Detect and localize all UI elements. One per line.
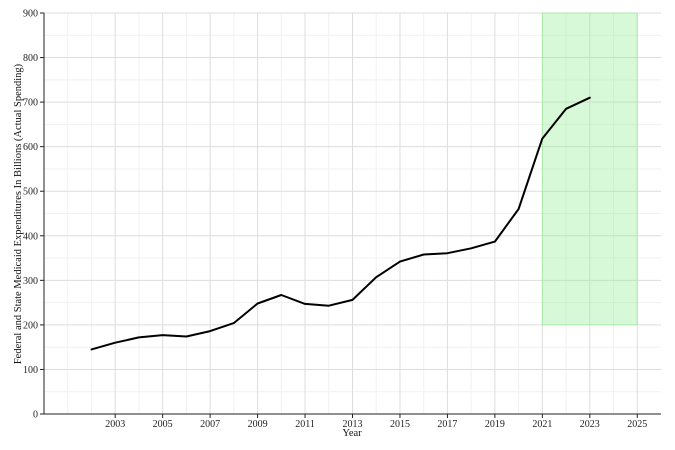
y-tick-label: 300 bbox=[23, 276, 38, 287]
y-tick-label: 400 bbox=[23, 231, 38, 242]
x-tick-label: 2025 bbox=[627, 419, 647, 430]
axes bbox=[40, 12, 661, 418]
x-tick-label: 2011 bbox=[295, 419, 315, 430]
y-tick-label: 800 bbox=[23, 53, 38, 64]
series-line bbox=[90, 96, 591, 351]
y-tick-label: 500 bbox=[23, 187, 38, 198]
series-layer bbox=[90, 96, 591, 351]
highlight-region bbox=[541, 12, 638, 326]
y-tick-label: 100 bbox=[23, 365, 38, 376]
y-axis-title: Federal and State Medicaid Expenditures … bbox=[13, 63, 24, 364]
y-tick-label: 0 bbox=[33, 410, 38, 421]
x-axis-title: Year bbox=[342, 428, 362, 439]
y-tick-label: 200 bbox=[23, 320, 38, 331]
x-tick-label: 2017 bbox=[437, 419, 457, 430]
y-tick-label: 700 bbox=[23, 98, 38, 109]
y-tick-label: 600 bbox=[23, 142, 38, 153]
y-tick-label: 900 bbox=[23, 9, 38, 20]
x-tick-label: 2007 bbox=[200, 419, 220, 430]
x-tick-label: 2023 bbox=[580, 419, 600, 430]
x-tick-label: 2005 bbox=[153, 419, 173, 430]
x-tick-label: 2021 bbox=[532, 419, 552, 430]
x-tick-label: 2003 bbox=[105, 419, 125, 430]
x-tick-label: 2019 bbox=[485, 419, 505, 430]
x-tick-label: 2013 bbox=[343, 419, 363, 430]
tick-labels: 2003 2005 2007 2009 2011 2013 2015 2017 2019 2021… bbox=[23, 9, 647, 431]
x-tick-label: 2015 bbox=[390, 419, 410, 430]
highlight-region-layer bbox=[541, 12, 638, 326]
x-tick-label: 2009 bbox=[248, 419, 268, 430]
